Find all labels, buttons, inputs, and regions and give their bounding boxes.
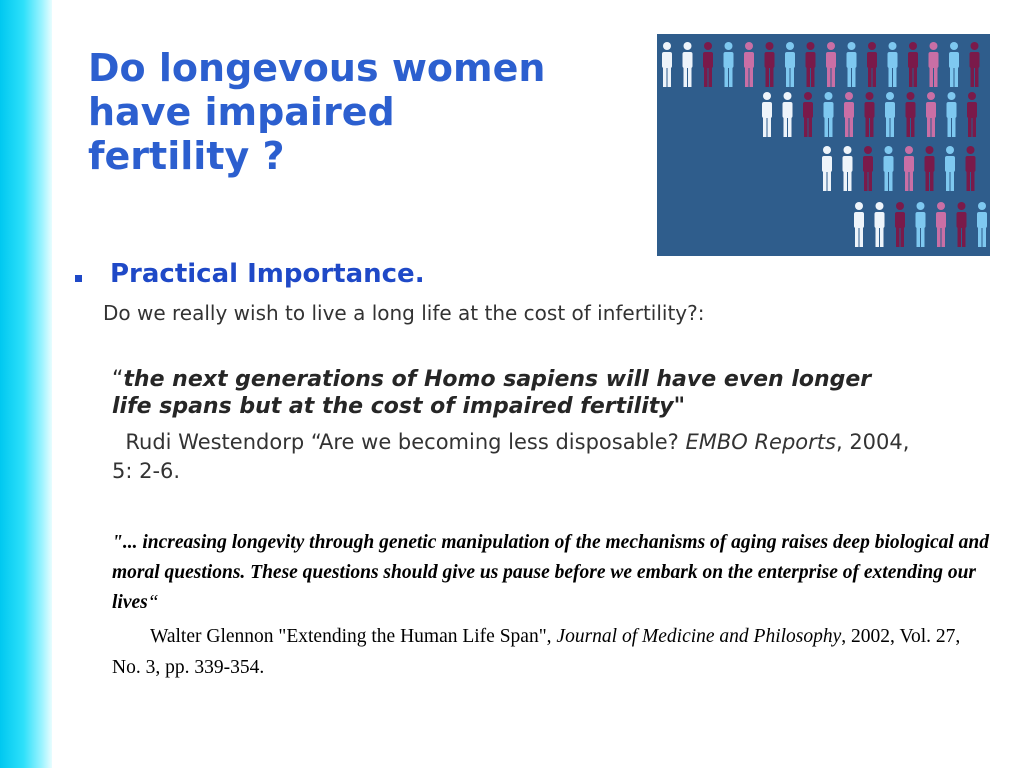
person-figure-icon [854,202,864,247]
person-figure-icon [785,42,795,87]
citation-text: Rudi Westendorp “Are we becoming less di… [125,430,686,454]
person-figure-icon [926,92,936,137]
question-text: Do we really wish to live a long life at… [103,301,705,325]
person-figure-icon [949,42,959,87]
person-figure-icon [908,42,918,87]
person-figure-icon [723,42,734,87]
person-figure-icon [887,42,898,87]
citation-details: , 2004, 5: 2-6. [112,430,910,483]
person-figure-icon [864,92,875,137]
citation-westendorp: Rudi Westendorp “Are we becoming less di… [112,428,912,486]
citation-glennon: Walter Glennon "Extending the Human Life… [112,621,992,683]
bullet-heading: Practical Importance. [110,259,425,289]
citation-journal: EMBO Reports [685,430,836,454]
title-line: Do longevous women [88,46,546,90]
population-figures-image [657,34,990,256]
person-figure-icon [915,202,926,247]
citation-text: Walter Glennon "Extending the Human Life… [150,626,557,647]
person-figure-icon [867,42,877,87]
quote-glennon: "... increasing longevity through geneti… [112,528,992,618]
person-figure-icon [823,92,834,137]
citation-details: , 2002, Vol. 27, No. 3, pp. 339-354. [112,626,961,678]
person-figure-icon [945,146,955,191]
quote-text: "... increasing longevity through geneti… [112,532,990,613]
title-line: have impaired [88,90,395,134]
person-figure-icon [946,92,957,137]
person-figure-icon [956,202,967,247]
person-figure-icon [826,42,836,87]
person-figure-icon [842,146,853,191]
quote-open-mark: “ [112,367,124,392]
person-figure-icon [822,146,832,191]
person-figure-icon [805,42,816,87]
quote-close-mark: “ [147,592,159,613]
person-figure-icon [762,92,772,137]
title-line: fertility ? [88,134,285,178]
quote-westendorp: “the next generations of Homo sapiens wi… [112,366,912,420]
person-figure-icon [703,42,713,87]
person-figure-icon [764,42,775,87]
person-figure-icon [904,146,914,191]
person-figure-icon [782,92,793,137]
population-figures-graphic [662,42,987,247]
person-figure-icon [969,42,980,87]
person-figure-icon [682,42,693,87]
person-figure-icon [844,92,854,137]
quote-close-mark: " [673,394,686,419]
person-figure-icon [977,202,987,247]
left-accent-bar [0,0,52,768]
person-figure-icon [928,42,939,87]
person-figure-icon [744,42,754,87]
person-figure-icon [895,202,905,247]
slide-title: Do longevous women have impaired fertili… [88,46,628,178]
person-figure-icon [863,146,873,191]
person-figure-icon [874,202,885,247]
quote-text: the next generations of Homo sapiens wil… [112,367,872,419]
citation-journal: Journal of Medicine and Philosophy [556,626,842,647]
person-figure-icon [924,146,935,191]
person-figure-icon [905,92,916,137]
person-figure-icon [936,202,946,247]
person-figure-icon [803,92,813,137]
person-figure-icon [967,92,977,137]
person-figure-icon [662,42,672,87]
person-figure-icon [846,42,857,87]
person-figure-icon [883,146,894,191]
bullet-square-icon [75,275,82,282]
person-figure-icon [965,146,976,191]
person-figure-icon [885,92,895,137]
